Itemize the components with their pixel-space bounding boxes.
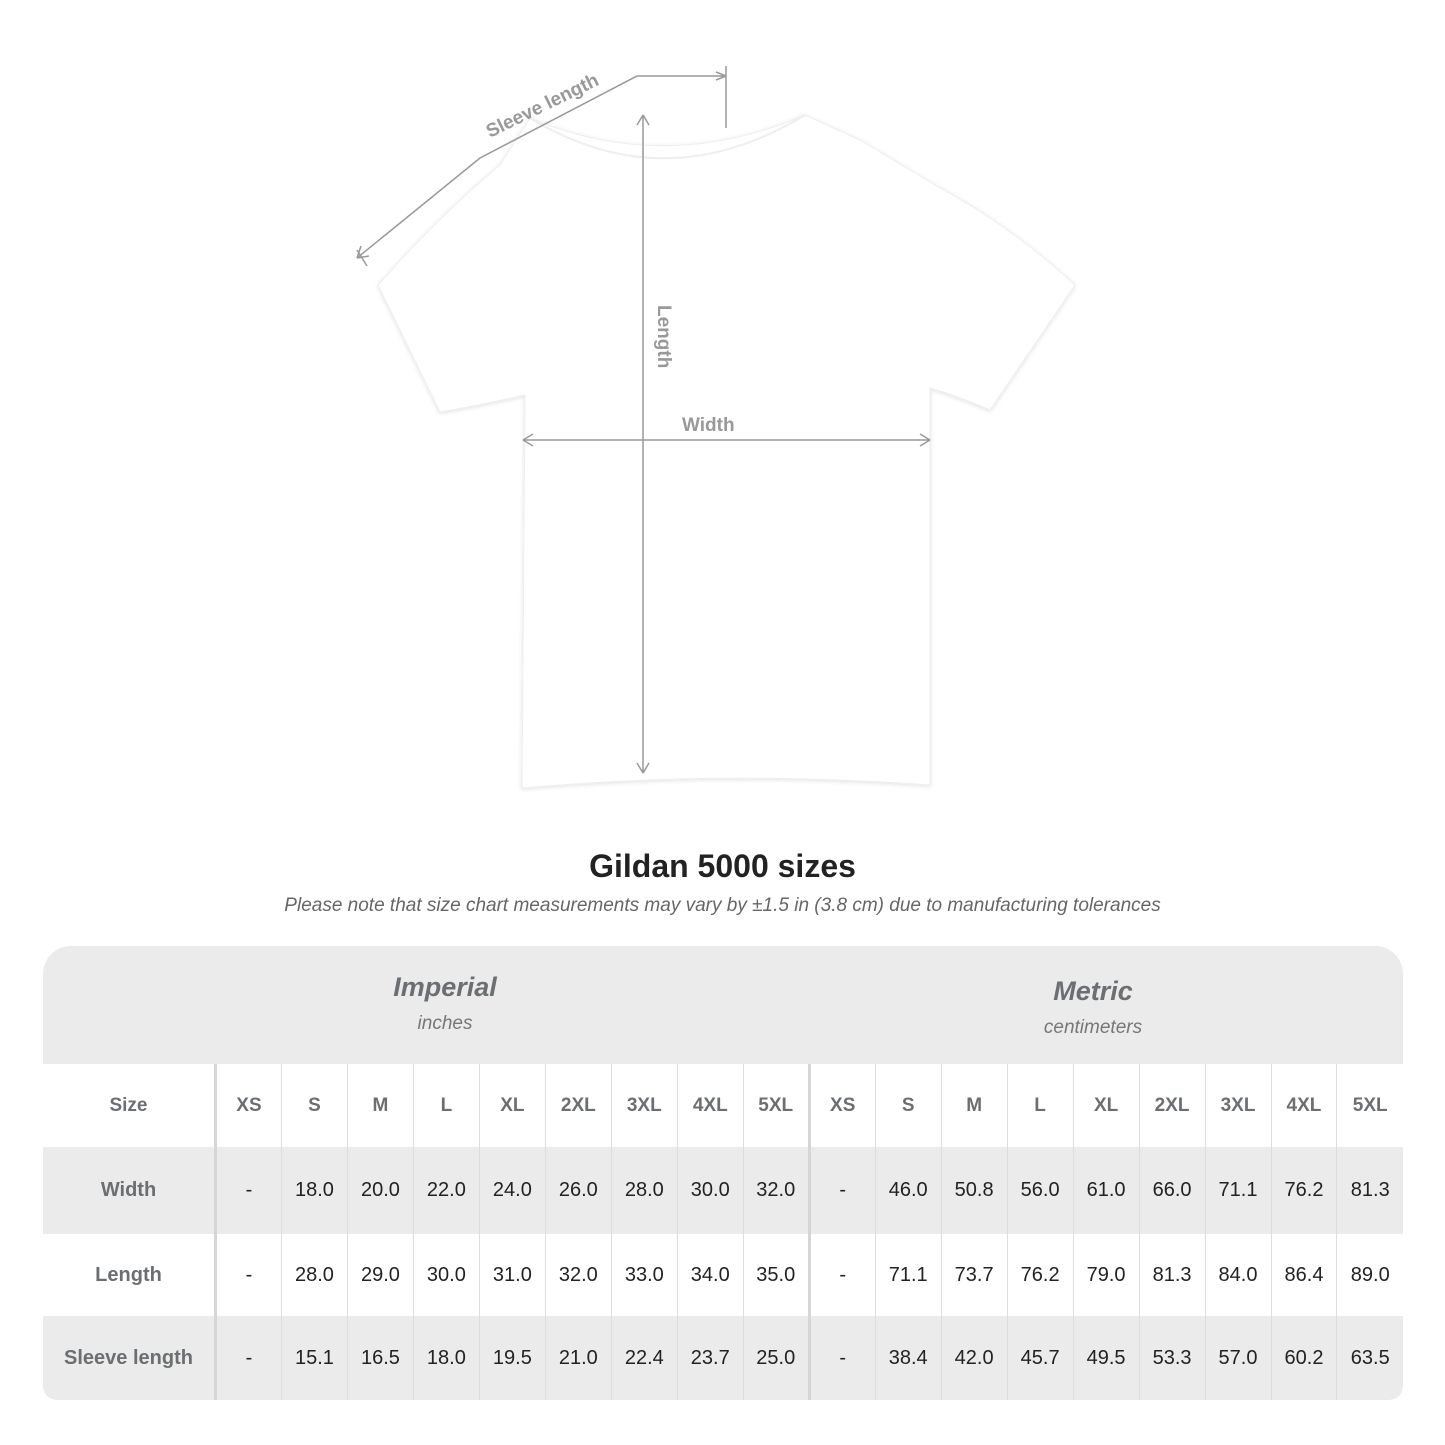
table-row: Width -18.0 20.0 22.0 24.0 26.0 28.0 30.0 32.0-4…: [43, 1147, 1403, 1234]
metric-cell: 71.1: [1204, 1147, 1271, 1234]
row-label: Sleeve length: [43, 1316, 216, 1400]
row-label: Width: [43, 1147, 216, 1234]
metric-cell: -: [807, 1316, 876, 1400]
metric-cell: 50.8: [940, 1147, 1008, 1234]
imperial-cell: -: [214, 1234, 282, 1316]
imperial-cell: -: [214, 1147, 282, 1234]
size-imperial-header: M: [346, 1064, 414, 1147]
imperial-cell: 28.0: [280, 1234, 348, 1316]
imperial-cell: 19.5: [478, 1316, 546, 1400]
table-row: Length -28.0 29.0 30.0 31.0 32.0 33.0 34.0 35.0-…: [43, 1234, 1403, 1316]
metric-cell: 60.2: [1270, 1316, 1337, 1400]
imperial-cell: 20.0: [346, 1147, 414, 1234]
metric-cell: 56.0: [1006, 1147, 1074, 1234]
tshirt-shape: [377, 114, 1076, 789]
metric-cell: 57.0: [1204, 1316, 1271, 1400]
size-metric-header: XL: [1072, 1064, 1140, 1147]
imperial-cell: 33.0: [610, 1234, 678, 1316]
length-label: Length: [653, 305, 674, 368]
metric-cell: 76.2: [1270, 1147, 1337, 1234]
size-metric-header: S: [874, 1064, 942, 1147]
imperial-cell: 28.0: [610, 1147, 678, 1234]
size-table: Size XS S M L XL 2XL 3XL 4XL 5XL XS S M L XL 2XL 3XL 4XL 5…: [43, 1064, 1403, 1400]
metric-cell: 86.4: [1270, 1234, 1337, 1316]
units-header: Imperial inches Metric centimeters: [43, 946, 1403, 1064]
metric-cell: -: [807, 1234, 876, 1316]
length-line: [636, 114, 650, 774]
metric-cell: 49.5: [1072, 1316, 1140, 1400]
imperial-cell: 26.0: [544, 1147, 612, 1234]
row-label: Length: [43, 1234, 216, 1316]
imperial-cell: 35.0: [742, 1234, 810, 1316]
imperial-cell: 31.0: [478, 1234, 546, 1316]
width-label: Width: [682, 415, 735, 436]
sleeve-length-line: [356, 75, 726, 259]
tshirt-measurement-diagram: Sleeve length Length Width: [356, 66, 1076, 789]
metric-cell: 79.0: [1072, 1234, 1140, 1316]
metric-cell: 73.7: [940, 1234, 1008, 1316]
table-row: Sleeve length -15.1 16.5 18.0 19.5 21.0 22.4 23…: [43, 1316, 1403, 1400]
metric-cell: 66.0: [1138, 1147, 1206, 1234]
size-metric-header: 5XL: [1336, 1064, 1403, 1147]
size-imperial-header: 4XL: [676, 1064, 744, 1147]
imperial-cell: 32.0: [742, 1147, 810, 1234]
width-line: [522, 433, 931, 447]
size-metric-header: 3XL: [1204, 1064, 1271, 1147]
metric-cell: 38.4: [874, 1316, 942, 1400]
metric-cell: -: [807, 1147, 876, 1234]
imperial-header: Imperial inches: [393, 972, 497, 1034]
imperial-cell: 22.4: [610, 1316, 678, 1400]
metric-cell: 42.0: [940, 1316, 1008, 1400]
metric-cell: 76.2: [1006, 1234, 1074, 1316]
imperial-cell: 25.0: [742, 1316, 810, 1400]
metric-cell: 81.3: [1138, 1234, 1206, 1316]
imperial-cell: 23.7: [676, 1316, 744, 1400]
imperial-cell: 30.0: [412, 1234, 480, 1316]
size-metric-header: XS: [807, 1064, 876, 1147]
imperial-cell: 22.0: [412, 1147, 480, 1234]
metric-cell: 45.7: [1006, 1316, 1074, 1400]
size-metric-header: 4XL: [1270, 1064, 1337, 1147]
metric-cell: 53.3: [1138, 1316, 1206, 1400]
imperial-cell: 29.0: [346, 1234, 414, 1316]
imperial-cell: 21.0: [544, 1316, 612, 1400]
tolerance-note: Please note that size chart measurements…: [284, 895, 1161, 916]
size-imperial-header: 2XL: [544, 1064, 612, 1147]
imperial-cell: 16.5: [346, 1316, 414, 1400]
size-imperial-header: S: [280, 1064, 348, 1147]
size-label: Size: [109, 1094, 148, 1116]
imperial-cell: 32.0: [544, 1234, 612, 1316]
imperial-cell: 34.0: [676, 1234, 744, 1316]
size-imperial-header: 5XL: [742, 1064, 810, 1147]
size-metric-header: M: [940, 1064, 1008, 1147]
size-header-row: Size XS S M L XL 2XL 3XL 4XL 5XL XS S M L XL 2XL 3XL 4XL 5…: [43, 1064, 1403, 1147]
size-imperial-header: XL: [478, 1064, 546, 1147]
metric-cell: 89.0: [1336, 1234, 1403, 1316]
imperial-cell: 18.0: [412, 1316, 480, 1400]
imperial-cell: 15.1: [280, 1316, 348, 1400]
size-imperial-header: XS: [214, 1064, 282, 1147]
metric-cell: 46.0: [874, 1147, 942, 1234]
metric-cell: 81.3: [1336, 1147, 1403, 1234]
imperial-cell: 24.0: [478, 1147, 546, 1234]
size-metric-header: L: [1006, 1064, 1074, 1147]
size-imperial-header: 3XL: [610, 1064, 678, 1147]
size-imperial-header: L: [412, 1064, 480, 1147]
metric-cell: 84.0: [1204, 1234, 1271, 1316]
metric-cell: 71.1: [874, 1234, 942, 1316]
metric-header: Metric centimeters: [1043, 976, 1143, 1038]
imperial-cell: -: [214, 1316, 282, 1400]
imperial-cell: 18.0: [280, 1147, 348, 1234]
size-metric-header: 2XL: [1138, 1064, 1206, 1147]
imperial-cell: 30.0: [676, 1147, 744, 1234]
chart-title: Gildan 5000 sizes: [589, 848, 856, 884]
metric-cell: 63.5: [1336, 1316, 1403, 1400]
metric-cell: 61.0: [1072, 1147, 1140, 1234]
